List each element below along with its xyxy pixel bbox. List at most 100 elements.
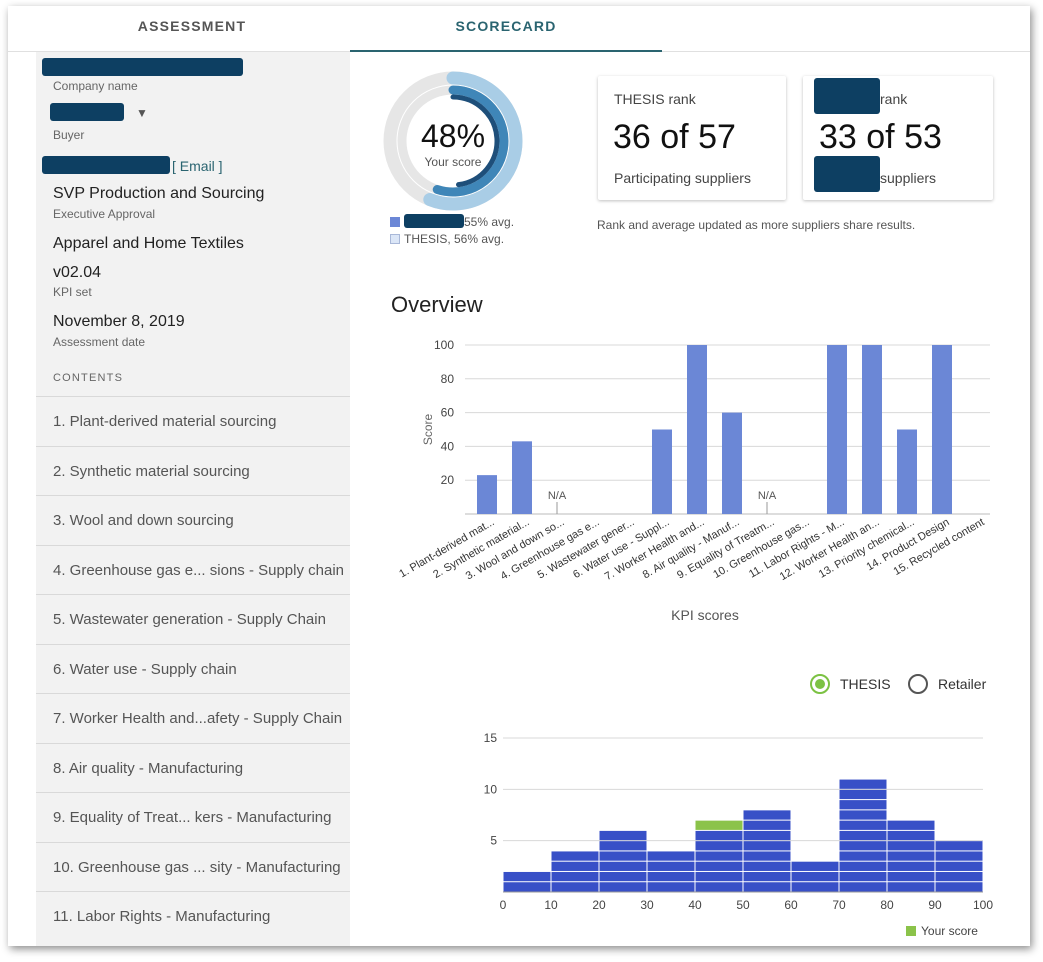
contents-heading: CONTENTS <box>53 372 124 384</box>
hist-block <box>695 830 743 841</box>
buyer-dropdown-caret-icon[interactable]: ▼ <box>136 106 148 120</box>
kpi-y-tick: 80 <box>441 372 455 386</box>
kpi-bar[interactable] <box>512 441 532 514</box>
radio-retailer-label: Retailer <box>938 676 987 692</box>
hist-block <box>935 861 983 871</box>
kpi-na-label: N/A <box>548 490 567 502</box>
hist-block <box>839 841 887 851</box>
sidebar-item-3[interactable]: 3. Wool and down sourcing <box>36 495 350 545</box>
hist-block <box>839 820 887 830</box>
tab-assessment[interactable]: ASSESSMENT <box>137 18 247 34</box>
buyer-rank-sub: suppliers <box>880 170 937 186</box>
hist-block <box>695 861 743 871</box>
hist-x-tick: 50 <box>736 898 750 912</box>
hist-block <box>743 871 791 882</box>
hist-block <box>695 851 743 861</box>
kpi-version: v02.04 <box>53 264 102 281</box>
sidebar-item-10[interactable]: 10. Greenhouse gas ... sity - Manufactur… <box>36 841 350 892</box>
approver-label: Executive Approval <box>53 207 156 221</box>
hist-y-tick: 15 <box>484 731 498 745</box>
hist-y-tick: 5 <box>490 834 497 848</box>
hist-block <box>599 851 647 861</box>
score-label: Your score <box>425 155 482 169</box>
sidebar-item-6[interactable]: 6. Water use - Supply chain <box>36 643 350 694</box>
buyer-avg-label: 55% avg. <box>464 215 515 229</box>
category-title: Apparel and Home Textiles <box>53 235 244 252</box>
overview-title: Overview <box>391 292 483 317</box>
buyer-rank-title: rank <box>880 91 908 107</box>
hist-block <box>647 882 695 892</box>
redacted-buyer-name <box>814 78 880 114</box>
kpi-bar[interactable] <box>477 475 497 514</box>
legend-swatch-thesis <box>390 234 400 244</box>
buyer-rank-card: rank 33 of 53 suppliers <box>803 76 993 200</box>
hist-block <box>887 851 935 861</box>
sidebar-item-11[interactable]: 11. Labor Rights - Manufacturing <box>36 891 350 941</box>
hist-block <box>503 871 551 882</box>
hist-block <box>839 800 887 810</box>
donut-score-arc <box>450 94 500 188</box>
hist-x-tick: 30 <box>640 898 654 912</box>
company-label: Company name <box>53 79 138 93</box>
hist-x-tick: 20 <box>592 898 606 912</box>
kpi-bar[interactable] <box>722 412 742 514</box>
radio-retailer[interactable]: Retailer <box>908 674 986 694</box>
kpi-bar[interactable] <box>932 345 952 514</box>
redacted-buyer-name <box>50 103 124 121</box>
hist-block <box>551 851 599 861</box>
radio-retailer-indicator[interactable] <box>908 674 928 694</box>
email-link[interactable]: [ Email ] <box>172 158 223 174</box>
donut-thesis-avg-arc <box>423 71 523 211</box>
hist-block <box>839 861 887 871</box>
hist-block <box>839 851 887 861</box>
hist-y-tick: 10 <box>484 782 498 796</box>
kpi-bar[interactable] <box>652 429 672 515</box>
kpi-y-tick: 20 <box>441 473 455 487</box>
tab-scorecard[interactable]: SCORECARD <box>350 6 662 52</box>
redacted-contact-name <box>42 156 170 174</box>
hist-x-tick: 90 <box>928 898 942 912</box>
sidebar-item-8[interactable]: 8. Air quality - Manufacturing <box>36 742 350 793</box>
assessment-date-label: Assessment date <box>53 335 146 349</box>
thesis-rank-card: THESIS rank 36 of 57 Participating suppl… <box>598 76 786 200</box>
hist-block <box>599 882 647 892</box>
legend-thesis-avg: THESIS, 56% avg. <box>390 232 504 246</box>
hist-block <box>743 820 791 830</box>
sidebar-item-7[interactable]: 7. Worker Health and...afety - Supply Ch… <box>36 693 350 743</box>
scorecard-panel: 48% Your score 55% avg. THESIS, 56% avg.… <box>350 52 1030 946</box>
sidebar-item-1[interactable]: 1. Plant-derived material sourcing <box>36 396 350 446</box>
sidebar-item-2[interactable]: 2. Synthetic material sourcing <box>36 445 350 496</box>
kpi-y-axis-label: Score <box>421 414 435 446</box>
hist-block <box>743 882 791 892</box>
sidebar-item-5[interactable]: 5. Wastewater generation - Supply Chain <box>36 594 350 644</box>
kpi-x-axis-label: KPI scores <box>671 607 739 623</box>
kpi-bar[interactable] <box>862 345 882 514</box>
sidebar-item-9[interactable]: 9. Equality of Treat... kers - Manufactu… <box>36 792 350 842</box>
hist-block <box>839 779 887 789</box>
hist-block <box>935 871 983 882</box>
hist-block <box>887 820 935 830</box>
hist-block <box>743 861 791 871</box>
hist-block <box>743 851 791 861</box>
sidebar-item-4[interactable]: 4. Greenhouse gas e... sions - Supply ch… <box>36 544 350 595</box>
hist-block <box>551 871 599 882</box>
radio-thesis-indicator[interactable] <box>810 674 830 694</box>
hist-block <box>887 861 935 871</box>
hist-block <box>695 871 743 882</box>
legend-swatch-buyer <box>390 217 400 227</box>
app-frame: ASSESSMENT SCORECARD Company name ▼ Buye… <box>8 6 1030 946</box>
approver-title: SVP Production and Sourcing <box>53 185 265 202</box>
hist-legend-label: Your score <box>921 924 978 938</box>
hist-block <box>887 830 935 841</box>
sidebar: Company name ▼ Buyer [ Email ] SVP Produ… <box>36 52 350 946</box>
radio-thesis-label: THESIS <box>840 676 891 692</box>
hist-block <box>791 861 839 871</box>
score-value: 48% <box>421 118 485 154</box>
score-donut: 48% Your score <box>383 71 523 211</box>
radio-thesis[interactable]: THESIS <box>810 674 891 694</box>
kpi-bar[interactable] <box>687 345 707 514</box>
kpi-bar[interactable] <box>897 429 917 515</box>
kpi-bar[interactable] <box>827 345 847 514</box>
hist-block <box>743 810 791 820</box>
